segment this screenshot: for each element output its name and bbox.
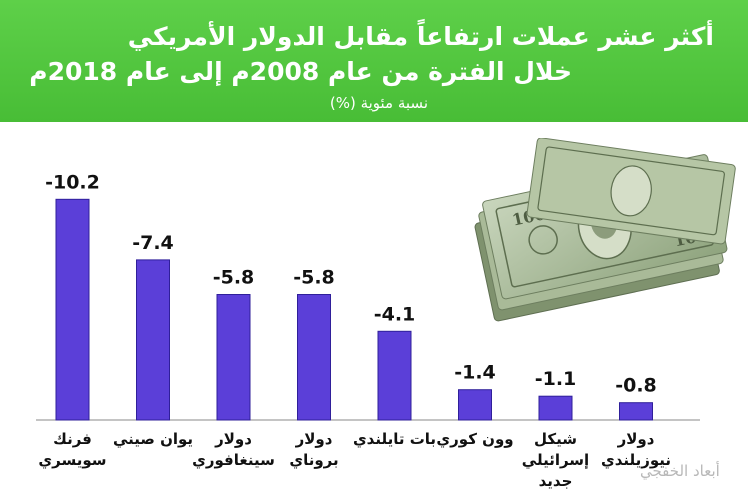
category-label-0-line-0: فرنك [53, 430, 92, 448]
category-label-2-line-1: سينغافوري [192, 451, 275, 470]
bar-7 [619, 402, 653, 421]
bar-chart: -10.2 -7.4 -5.8 -5.8 -4.1 -1.4 -1.1 -0.8 فرنك سو… [36, 171, 700, 490]
value-label-1: -7.4 [132, 232, 174, 254]
category-label-4-line-0: بات تايلندي [353, 430, 436, 449]
chart-title-line2: خلال الفترة من عام 2008م إلى عام 2018م [29, 57, 572, 86]
value-label-2: -5.8 [213, 267, 255, 289]
category-label-7-line-1: نيوزيلندي [601, 451, 671, 470]
chart-header: أكثر عشر عملات ارتفاعاً مقابل الدولار ال… [0, 0, 748, 122]
value-label-5: -1.4 [454, 362, 496, 384]
value-labels-group: -10.2 -7.4 -5.8 -5.8 -4.1 -1.4 -1.1 -0.8 [45, 171, 657, 396]
bar-3 [297, 294, 331, 421]
value-label-6: -1.1 [535, 368, 577, 390]
category-label-6-line-1: إسرائيلي [522, 451, 589, 469]
value-label-0: -10.2 [45, 171, 100, 193]
value-label-4: -4.1 [374, 303, 416, 325]
category-label-7-line-0: دولار [617, 430, 655, 448]
bar-2 [216, 294, 251, 421]
category-label-6-line-2: جديد [539, 472, 573, 490]
category-label-0-line-1: سويسري [38, 451, 106, 470]
bar-6 [538, 395, 573, 421]
category-labels-group: فرنك سويسري يوان صيني دولار سينغافوري دولار بر… [38, 430, 671, 490]
bar-1 [136, 259, 170, 421]
value-label-3: -5.8 [293, 267, 335, 289]
category-label-3-line-1: بروناي [289, 451, 338, 470]
value-label-7: -0.8 [615, 375, 657, 397]
chart-title-line1: أكثر عشر عملات ارتفاعاً مقابل الدولار ال… [127, 22, 714, 51]
bars-group [55, 198, 653, 421]
category-label-6-line-0: شيكل [534, 430, 577, 448]
bar-5 [458, 389, 492, 421]
category-label-3-line-0: دولار [295, 430, 333, 448]
unit-label: نسبة مئوية (%) [329, 94, 428, 112]
category-label-1-line-0: يوان صيني [113, 430, 193, 448]
bar-4 [377, 330, 412, 421]
dollar-bills-icon: 100 100 [474, 138, 736, 322]
watermark-text: أبعاد الخفجي [640, 462, 720, 480]
category-label-2-line-0: دولار [214, 430, 252, 448]
category-label-5-line-0: وون كوري [436, 430, 513, 449]
bar-0 [55, 198, 90, 421]
